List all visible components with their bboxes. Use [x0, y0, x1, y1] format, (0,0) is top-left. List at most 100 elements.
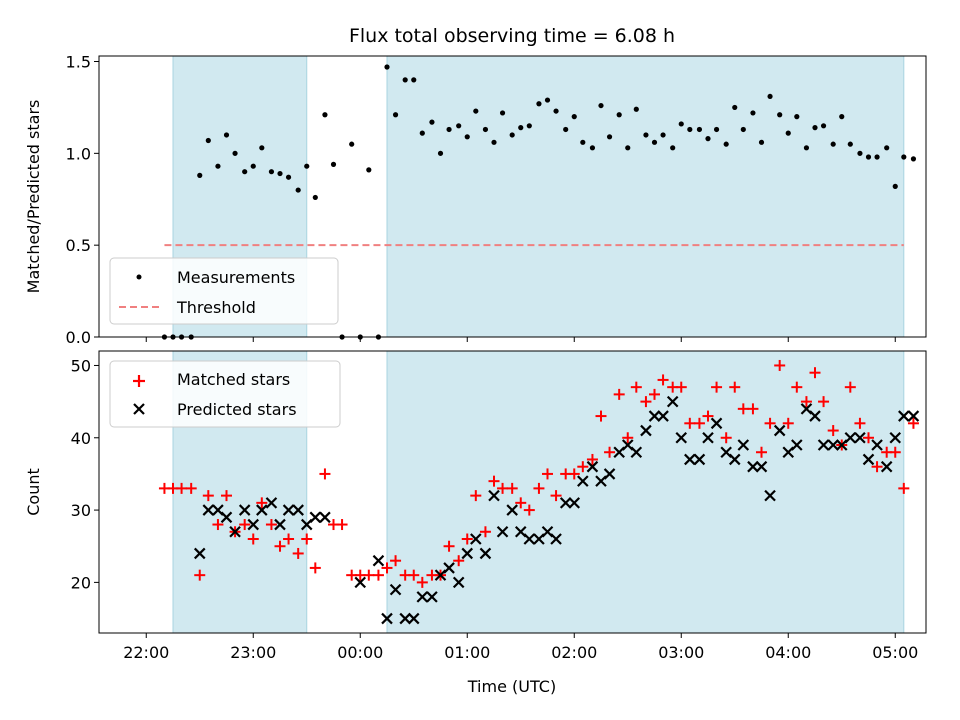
measurement-point	[384, 64, 390, 70]
bot-ytick-label: 30	[71, 501, 91, 520]
predicted-star-point	[247, 518, 260, 531]
bot-shaded-span-1	[386, 350, 905, 634]
measurement-point	[402, 77, 408, 83]
predicted-star-point	[684, 453, 696, 466]
matched-star-point	[764, 417, 776, 429]
measurement-point	[847, 141, 853, 147]
matched-star-point	[550, 490, 562, 502]
matched-star-point	[523, 504, 535, 516]
matched-star-point	[416, 576, 428, 588]
measurement-point	[839, 114, 845, 120]
predicted-star-point	[747, 460, 759, 473]
predicted-star-point	[764, 489, 776, 502]
measurement-point	[857, 150, 863, 156]
matched-star-point	[453, 555, 465, 567]
measurement-point	[777, 112, 783, 118]
measurement-point	[865, 154, 872, 160]
measurement-point	[884, 145, 890, 151]
measurement-point	[892, 183, 898, 189]
measurement-point	[803, 145, 810, 151]
measurement-point	[197, 172, 203, 178]
legend-predicted-marker	[133, 403, 145, 415]
matched-star-point	[256, 497, 268, 509]
matched-star-point	[889, 446, 901, 458]
measurement-point	[740, 126, 746, 133]
bottom-y-axis-label: Count	[24, 468, 43, 516]
measurement-point	[670, 145, 676, 151]
matched-star-point	[176, 482, 188, 494]
predicted-star-point	[889, 431, 902, 444]
predicted-star-point	[550, 533, 562, 545]
matched-star-point	[684, 417, 696, 429]
predicted-star-point	[416, 591, 429, 603]
legend-matched-label: Matched stars	[177, 370, 290, 389]
predicted-star-point	[755, 460, 768, 473]
bottom-plot-frame	[98, 350, 927, 634]
measurement-point	[723, 141, 729, 147]
matched-star-point	[488, 475, 500, 487]
predicted-star-point	[737, 439, 750, 451]
legend-measurements-label: Measurements	[177, 268, 295, 287]
matched-star-point	[309, 562, 321, 574]
matched-star-point	[586, 453, 598, 465]
matched-star-point	[774, 359, 786, 371]
bottom-y-ticks: 20 30 40 50	[71, 356, 99, 592]
measurement-point	[250, 163, 256, 169]
matched-star-point	[470, 490, 482, 502]
predicted-star-point	[319, 511, 331, 524]
matched-star-point	[292, 547, 304, 559]
matched-star-point	[595, 410, 607, 422]
matched-star-point	[809, 367, 821, 379]
bottom-legend-box	[109, 360, 341, 428]
matched-star-point	[461, 533, 473, 545]
measurement-point	[411, 77, 417, 83]
matched-star-point	[408, 569, 420, 581]
measurement-point	[312, 194, 318, 201]
top-plot-frame	[98, 55, 927, 338]
predicted-star-point	[193, 547, 206, 560]
matched-star-point	[319, 468, 331, 480]
measurement-point	[285, 174, 292, 180]
predicted-star-point	[426, 591, 438, 603]
measurement-point	[571, 114, 577, 120]
measurement-point	[687, 126, 693, 133]
matched-star-point	[301, 533, 313, 545]
predicted-star-point	[256, 504, 268, 516]
predicted-star-point	[871, 439, 883, 451]
matched-star-point	[274, 540, 286, 552]
matched-star-point	[844, 381, 856, 393]
predicted-star-point	[817, 439, 830, 451]
predicted-star-point	[202, 504, 215, 516]
measurement-point	[678, 121, 684, 127]
predicted-star-point	[309, 511, 322, 524]
predicted-star-point	[586, 460, 599, 473]
measurement-point	[242, 169, 248, 175]
predicted-star-point	[675, 431, 688, 444]
measurement-point	[553, 108, 559, 114]
predicted-star-point	[773, 424, 786, 437]
measurement-point	[606, 134, 613, 140]
matched-star-point	[863, 432, 874, 444]
predicted-star-point	[559, 497, 572, 509]
measurement-point	[758, 139, 765, 145]
measurement-point	[456, 123, 462, 129]
predicted-star-point	[389, 583, 402, 596]
matched-star-point	[336, 519, 348, 531]
bot-xtick-label: 23:00	[230, 643, 276, 662]
measurement-point	[536, 101, 542, 107]
predicted-star-point	[229, 525, 241, 538]
matched-star-point	[827, 425, 839, 437]
predicted-star-point	[693, 453, 706, 466]
matched-star-point	[898, 482, 910, 494]
top-ytick-label: 1.5	[66, 53, 91, 72]
predicted-star-point	[470, 533, 482, 545]
matched-star-point	[479, 526, 491, 538]
matched-star-point	[800, 396, 812, 408]
predicted-star-point	[265, 497, 278, 509]
measurement-point	[215, 163, 221, 169]
predicted-star-point	[854, 431, 866, 444]
matched-star-point	[711, 381, 723, 393]
predicted-star-point	[880, 460, 893, 473]
matched-star-point	[185, 482, 197, 494]
top-shaded-span-1	[386, 55, 905, 338]
